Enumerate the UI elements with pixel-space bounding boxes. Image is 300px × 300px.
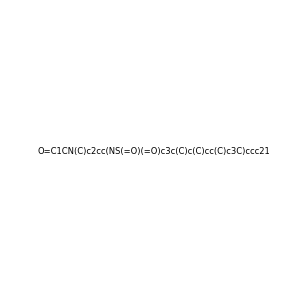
Text: O=C1CN(C)c2cc(NS(=O)(=O)c3c(C)c(C)cc(C)c3C)ccc21: O=C1CN(C)c2cc(NS(=O)(=O)c3c(C)c(C)cc(C)c… (38, 147, 270, 156)
